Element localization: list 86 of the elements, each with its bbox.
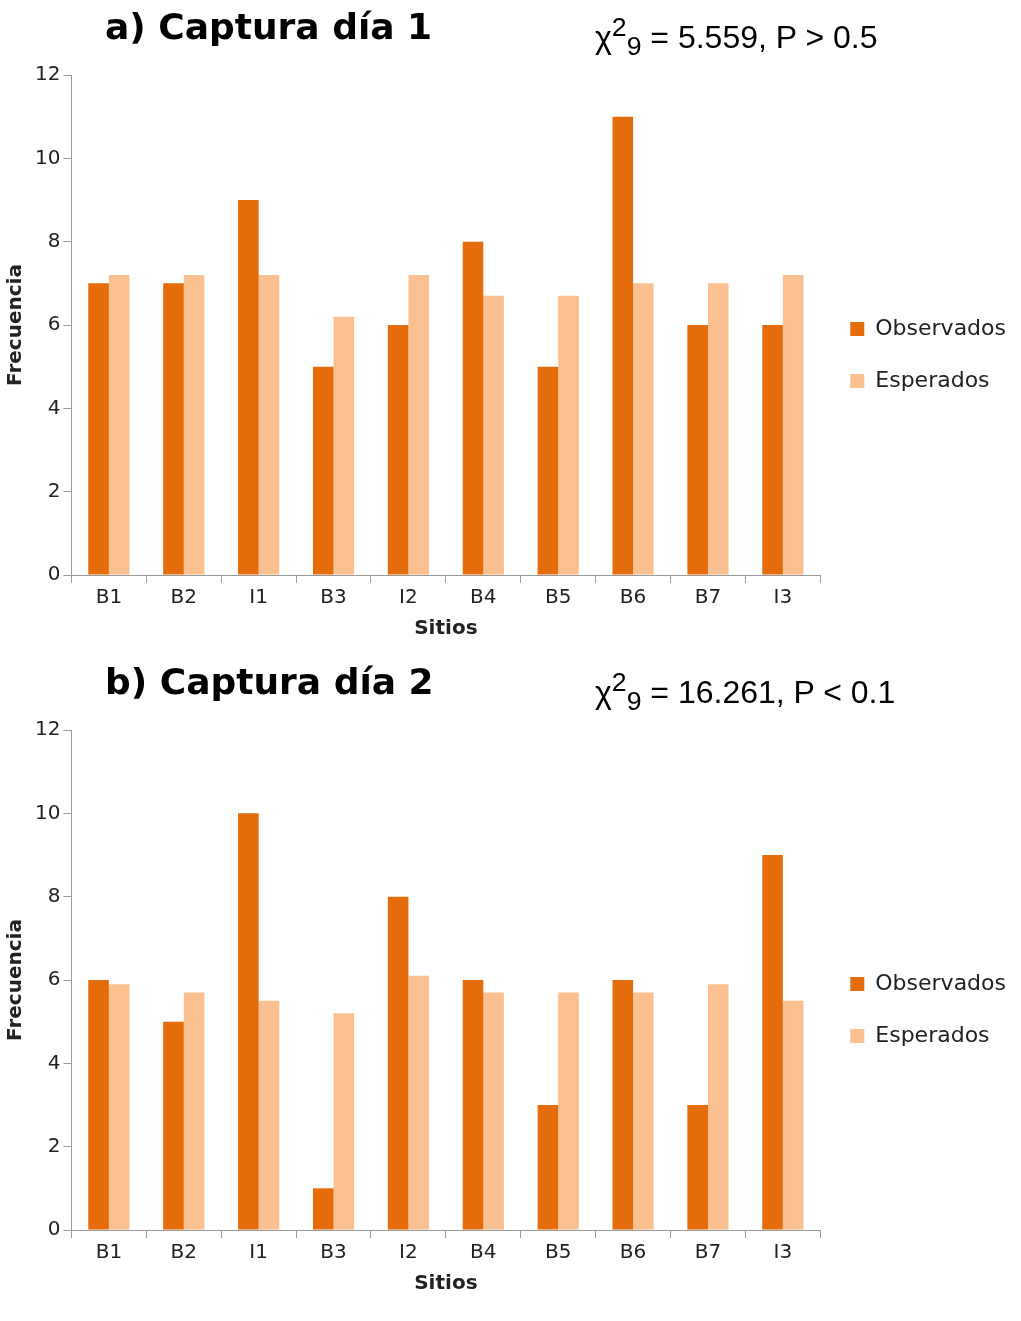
x-tick-label: I2 bbox=[399, 584, 418, 609]
x-tick-label: B7 bbox=[694, 1239, 722, 1264]
y-tick-label: 6 bbox=[47, 311, 61, 336]
y-axis-title: Frecuencia bbox=[2, 264, 27, 386]
bar bbox=[387, 896, 409, 1230]
y-tick-label: 4 bbox=[47, 394, 61, 419]
legend-label: Observados bbox=[875, 969, 1007, 995]
bar bbox=[782, 275, 804, 575]
bar bbox=[238, 200, 259, 575]
x-tick-label: B4 bbox=[470, 1239, 497, 1264]
bar bbox=[537, 366, 559, 575]
y-tick-label: 12 bbox=[35, 61, 61, 86]
legend-label: Observados bbox=[875, 314, 1007, 340]
bar bbox=[333, 316, 355, 575]
bar bbox=[183, 275, 205, 575]
x-tick-label: B5 bbox=[544, 584, 572, 609]
bar bbox=[163, 1021, 184, 1230]
legend-label: Esperados bbox=[875, 1021, 990, 1047]
y-tick-label: 2 bbox=[47, 1132, 61, 1157]
bar bbox=[633, 992, 654, 1230]
x-axis-title: Sitios bbox=[414, 1270, 478, 1295]
x-tick-label: B6 bbox=[619, 584, 647, 609]
bar bbox=[707, 984, 729, 1230]
bar bbox=[612, 116, 634, 575]
bar bbox=[238, 813, 259, 1230]
x-tick-label: B1 bbox=[95, 584, 123, 609]
bar bbox=[782, 1000, 804, 1230]
bar bbox=[537, 1105, 559, 1230]
bar bbox=[183, 992, 205, 1230]
y-tick-label: 10 bbox=[35, 799, 61, 824]
bar bbox=[707, 283, 729, 575]
bar bbox=[258, 1000, 280, 1230]
chart-title: a) Captura día 1 bbox=[105, 6, 433, 47]
bar bbox=[462, 241, 484, 575]
bar bbox=[462, 980, 484, 1230]
y-tick-label: 0 bbox=[47, 561, 61, 586]
bar bbox=[108, 275, 130, 575]
bar bbox=[258, 275, 280, 575]
bar bbox=[612, 980, 634, 1230]
bar bbox=[558, 992, 579, 1230]
bar bbox=[312, 366, 334, 575]
bar bbox=[483, 992, 504, 1230]
bar bbox=[408, 275, 430, 575]
x-tick-label: I3 bbox=[773, 584, 793, 609]
x-axis-title: Sitios bbox=[414, 615, 478, 640]
x-tick-label: B2 bbox=[170, 1239, 197, 1264]
x-tick-label: B2 bbox=[170, 584, 197, 609]
y-tick-label: 12 bbox=[35, 716, 61, 741]
bar bbox=[88, 283, 109, 575]
x-tick-label: I1 bbox=[249, 584, 268, 609]
y-axis-title: Frecuencia bbox=[2, 919, 27, 1041]
x-tick-label: B5 bbox=[544, 1239, 572, 1264]
x-tick-label: I1 bbox=[249, 1239, 268, 1264]
y-tick-label: 2 bbox=[47, 477, 61, 502]
bar bbox=[762, 325, 783, 575]
bar bbox=[687, 325, 708, 575]
x-tick-label: B7 bbox=[694, 584, 722, 609]
y-tick-label: 10 bbox=[35, 144, 61, 169]
x-tick-label: B3 bbox=[320, 584, 347, 609]
y-tick-label: 4 bbox=[47, 1049, 61, 1074]
bar bbox=[88, 980, 109, 1230]
x-tick-label: I2 bbox=[399, 1239, 418, 1264]
bar bbox=[762, 855, 783, 1230]
bar bbox=[108, 984, 130, 1230]
x-tick-label: B3 bbox=[320, 1239, 347, 1264]
bar bbox=[408, 975, 430, 1230]
bar bbox=[687, 1105, 708, 1230]
legend-label: Esperados bbox=[875, 366, 990, 392]
bar bbox=[387, 325, 409, 575]
x-tick-label: B1 bbox=[95, 1239, 123, 1264]
y-tick-label: 8 bbox=[47, 882, 61, 907]
bar bbox=[558, 295, 579, 575]
bar bbox=[483, 295, 504, 575]
x-tick-label: B4 bbox=[470, 584, 497, 609]
bar bbox=[163, 283, 184, 575]
chart-title: b) Captura día 2 bbox=[105, 661, 434, 702]
x-tick-label: B6 bbox=[619, 1239, 647, 1264]
text: χ$^{2}$$_{9}$ = 5.559, P > 0.5 bbox=[595, 12, 878, 63]
x-tick-label: I3 bbox=[773, 1239, 793, 1264]
bar bbox=[333, 1013, 355, 1230]
bar bbox=[312, 1188, 334, 1230]
y-tick-label: 0 bbox=[47, 1216, 61, 1241]
y-tick-label: 8 bbox=[47, 227, 61, 252]
text: χ$^{2}$$_{9}$ = 16.261, P < 0.1 bbox=[595, 667, 896, 718]
y-tick-label: 6 bbox=[47, 966, 61, 991]
bar bbox=[633, 283, 654, 575]
